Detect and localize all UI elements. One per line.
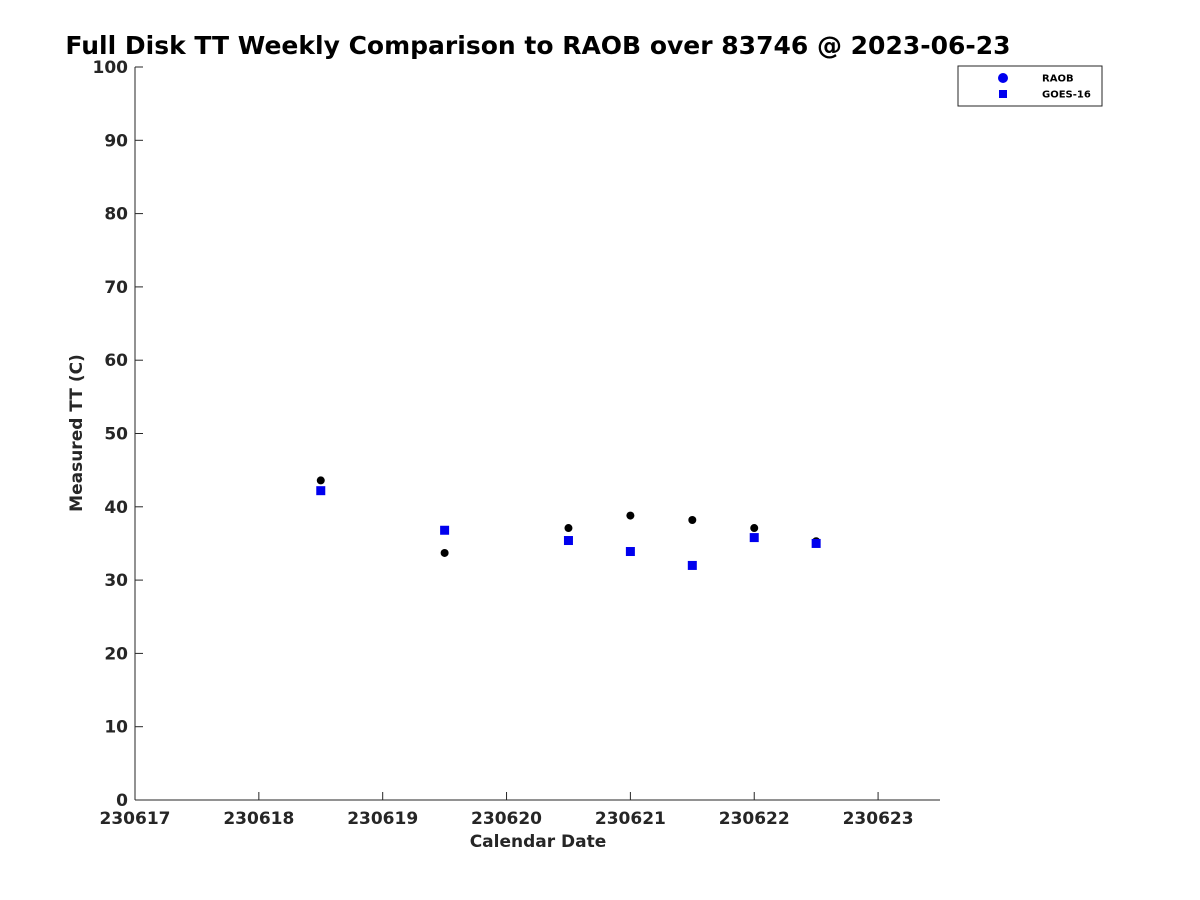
x-tick-label: 230622: [719, 809, 790, 829]
raob-point: [688, 515, 697, 524]
y-tick-label: 0: [116, 791, 128, 811]
y-tick-label: 40: [104, 498, 128, 518]
y-tick-label: 50: [104, 425, 128, 445]
y-tick-label: 20: [104, 644, 128, 664]
goes-point: [563, 536, 573, 546]
plot-area: 0 10 20 30 40 50 60 70 80 90 100 230617 230618 230619…: [93, 58, 940, 829]
y-tick-label: 90: [104, 131, 128, 151]
raob-point: [626, 511, 635, 520]
x-tick-label: 230618: [223, 809, 294, 829]
x-axis-label: Calendar Date: [470, 832, 607, 852]
y-tick-label: 100: [93, 58, 129, 78]
raob-point: [750, 524, 759, 533]
goes-point: [749, 533, 759, 543]
y-tick-label: 10: [104, 718, 128, 738]
goes-point: [316, 486, 326, 496]
legend-marker-goes: [999, 90, 1007, 98]
goes-point: [440, 525, 450, 535]
x-tick-label: 230623: [843, 809, 914, 829]
goes-point: [625, 547, 635, 557]
y-tick-label: 60: [104, 351, 128, 371]
y-axis-label: Measured TT (C): [67, 354, 87, 512]
y-tick-label: 70: [104, 278, 128, 298]
legend-label: GOES-16: [1042, 90, 1091, 101]
legend-label: RAOB: [1042, 74, 1074, 85]
legend-box: [957, 65, 1103, 107]
goes-point: [811, 538, 821, 548]
y-tick-label: 80: [104, 205, 128, 225]
raob-point: [564, 524, 573, 533]
x-tick-label: 230617: [100, 809, 171, 829]
legend: RAOB GOES-16: [957, 65, 1103, 107]
chart-title: Full Disk TT Weekly Comparison to RAOB o…: [65, 31, 1010, 60]
x-tick-label: 230619: [347, 809, 418, 829]
legend-marker-raob: [998, 73, 1008, 83]
raob-point: [316, 476, 325, 485]
x-tick-label: 230621: [595, 809, 666, 829]
raob-point: [440, 548, 449, 557]
y-tick-label: 30: [104, 571, 128, 591]
goes-point: [687, 560, 697, 570]
x-tick-label: 230620: [471, 809, 542, 829]
